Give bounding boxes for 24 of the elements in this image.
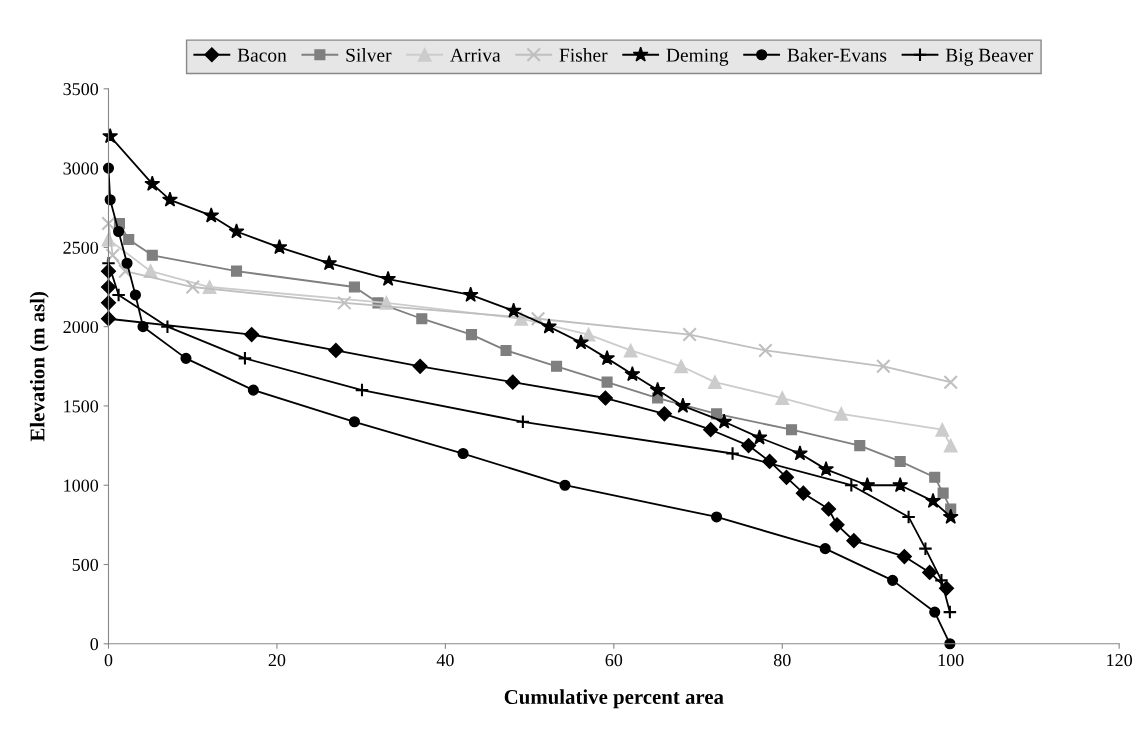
legend-label: Bacon bbox=[237, 48, 287, 62]
y-tick-label: 2000 bbox=[63, 320, 99, 334]
legend-label: Fisher bbox=[559, 48, 608, 62]
y-tick-label: 1000 bbox=[64, 479, 99, 492]
x-tick-label: 0 bbox=[104, 654, 113, 667]
x-tick-label: 80 bbox=[773, 654, 791, 667]
y-tick-label: 0 bbox=[90, 638, 99, 651]
legend-label: Big Beaver bbox=[945, 48, 1034, 66]
x-tick-label: 60 bbox=[605, 654, 623, 667]
x-axis-title: Cumulative percent area bbox=[504, 689, 724, 709]
x-tick-label: 100 bbox=[938, 654, 964, 667]
x-tick-label: 120 bbox=[1107, 654, 1133, 667]
y-tick-label: 2500 bbox=[63, 241, 99, 254]
legend-label: Baker-Evans bbox=[787, 48, 887, 62]
y-tick-label: 500 bbox=[72, 558, 99, 571]
legend-label: Silver bbox=[346, 48, 392, 62]
legend-label: Deming bbox=[666, 48, 729, 66]
y-axis-title: Elevation (m asl) bbox=[29, 291, 49, 442]
legend-label: Arriva bbox=[450, 48, 501, 62]
x-tick-label: 40 bbox=[436, 654, 454, 667]
x-tick-label: 20 bbox=[268, 654, 286, 667]
y-tick-label: 3000 bbox=[63, 162, 99, 175]
y-tick-label: 1500 bbox=[64, 400, 99, 413]
y-tick-label: 3500 bbox=[63, 83, 99, 96]
